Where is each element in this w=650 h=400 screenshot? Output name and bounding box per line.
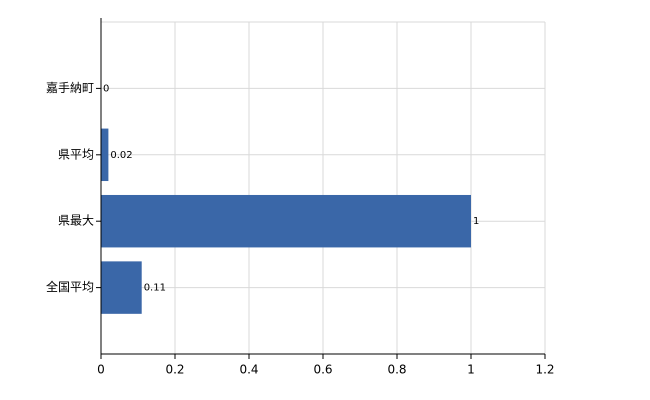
bar — [101, 128, 109, 182]
y-tick-label: 嘉手納町 — [46, 81, 94, 95]
y-tick-label: 全国平均 — [46, 279, 94, 294]
x-tick-label: 1 — [467, 363, 475, 377]
bar — [101, 261, 142, 314]
value-label: 0 — [103, 83, 109, 94]
y-tick-label: 県最大 — [58, 214, 94, 228]
x-tick-label: 0.8 — [387, 363, 406, 377]
x-tick-label: 0.4 — [239, 363, 258, 377]
bar — [101, 194, 471, 248]
value-label: 0.11 — [144, 283, 166, 294]
value-label: 1 — [473, 216, 479, 227]
x-tick-label: 1.2 — [535, 363, 554, 377]
value-label: 0.02 — [110, 150, 132, 161]
y-tick-label: 県平均 — [58, 147, 94, 161]
x-tick-label: 0.6 — [313, 363, 332, 377]
x-tick-label: 0 — [97, 363, 105, 377]
x-tick-label: 0.2 — [165, 363, 184, 377]
